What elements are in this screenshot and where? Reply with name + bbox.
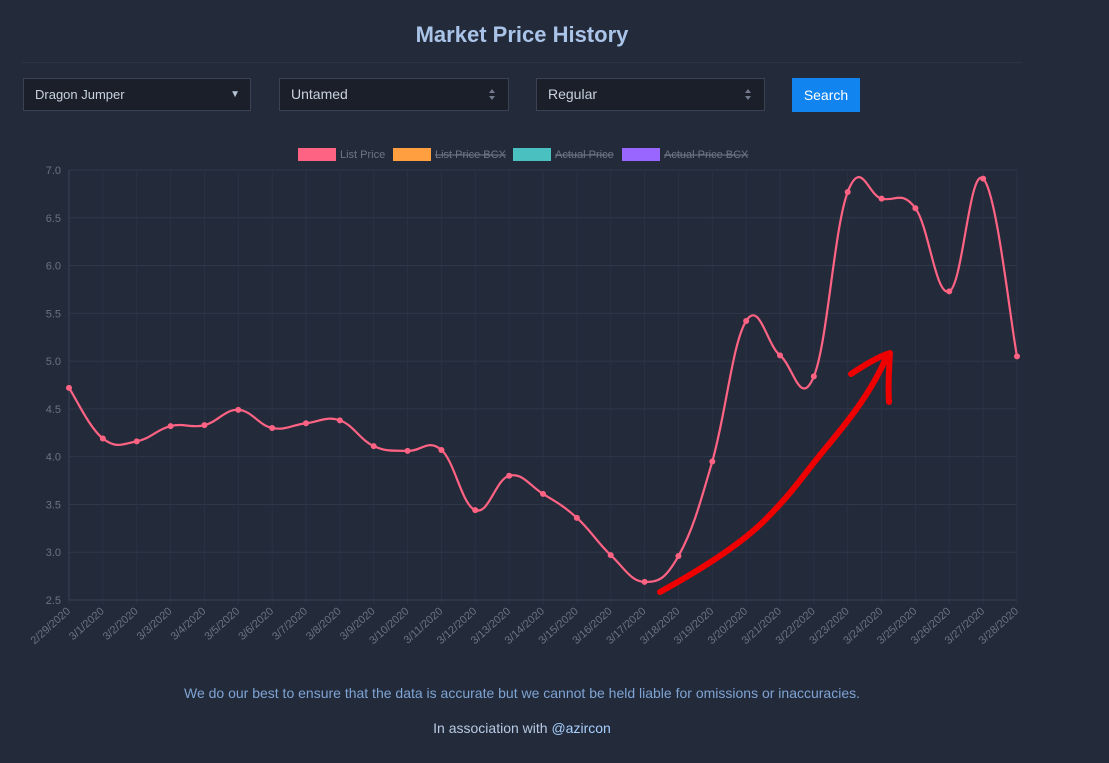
chart-annotation bbox=[657, 350, 893, 595]
data-point bbox=[709, 458, 716, 465]
y-tick-label: 4.5 bbox=[46, 404, 61, 416]
legend-label: List Price BCX bbox=[435, 149, 507, 161]
data-point bbox=[878, 195, 885, 202]
edition-select[interactable]: Untamed bbox=[279, 78, 509, 111]
edition-select-value: Untamed bbox=[291, 86, 348, 102]
data-point bbox=[472, 507, 479, 514]
price-chart: List Price List Price BCX Actual Price Actu… bbox=[29, 148, 1021, 647]
x-tick-label: 2/29/2020 bbox=[29, 605, 73, 647]
foil-select-value: Regular bbox=[548, 86, 598, 102]
data-point bbox=[167, 423, 174, 430]
foil-select[interactable]: Regular bbox=[536, 78, 765, 111]
data-point bbox=[607, 552, 614, 559]
data-point bbox=[235, 406, 242, 413]
data-point bbox=[675, 553, 682, 560]
data-point bbox=[336, 417, 343, 424]
data-point bbox=[743, 317, 750, 324]
azircon-link[interactable]: @azircon bbox=[551, 720, 611, 736]
data-point bbox=[810, 373, 817, 380]
chart-series bbox=[66, 175, 1020, 585]
association-prefix: In association with bbox=[433, 720, 552, 736]
y-tick-label: 7.0 bbox=[46, 165, 61, 177]
data-point bbox=[404, 447, 411, 454]
x-tick-label: 3/2/2020 bbox=[101, 605, 141, 643]
data-point bbox=[66, 384, 72, 391]
data-point bbox=[641, 578, 648, 585]
data-point bbox=[844, 188, 851, 195]
data-point bbox=[303, 420, 309, 427]
y-tick-label: 3.5 bbox=[46, 499, 61, 511]
y-tick-label: 5.5 bbox=[46, 308, 61, 320]
data-point bbox=[946, 288, 953, 295]
data-point bbox=[201, 422, 208, 429]
page-title: Market Price History bbox=[415, 22, 629, 47]
data-point bbox=[912, 205, 919, 212]
chart-axes: 7.06.56.05.55.04.54.03.53.02.52/29/20203… bbox=[29, 165, 1021, 647]
data-point bbox=[269, 425, 276, 431]
chart-grid bbox=[68, 169, 1018, 604]
disclaimer-text: We do our best to ensure that the data i… bbox=[183, 685, 860, 701]
x-tick-label: 3/7/2020 bbox=[270, 605, 310, 643]
caret-down-icon: ▼ bbox=[230, 89, 240, 100]
legend-label: List Price bbox=[340, 149, 385, 161]
association-text: In association with @azircon bbox=[0, 720, 1044, 736]
x-tick-label: 3/5/2020 bbox=[202, 605, 242, 643]
data-point bbox=[506, 472, 513, 479]
search-button[interactable]: Search bbox=[792, 78, 860, 112]
card-select[interactable]: Dragon Jumper ▼ bbox=[23, 78, 251, 111]
chart-legend: List Price List Price BCX Actual Price Actu… bbox=[298, 148, 749, 161]
y-tick-label: 6.0 bbox=[46, 261, 61, 273]
x-tick-label: 3/1/2020 bbox=[67, 605, 107, 643]
data-point bbox=[573, 514, 580, 521]
y-tick-label: 3.0 bbox=[46, 547, 61, 559]
data-point bbox=[540, 490, 546, 497]
legend-swatch bbox=[513, 148, 551, 161]
arrow-shaft bbox=[657, 355, 889, 595]
sort-updown-icon bbox=[745, 88, 753, 102]
header-divider bbox=[22, 62, 1022, 63]
x-tick-label: 3/8/2020 bbox=[304, 605, 344, 643]
data-point bbox=[133, 438, 140, 445]
legend-label: Actual Price BCX bbox=[664, 149, 749, 161]
legend-swatch bbox=[298, 148, 336, 161]
sort-updown-icon bbox=[489, 88, 497, 102]
data-point bbox=[980, 175, 987, 182]
x-tick-label: 3/6/2020 bbox=[236, 605, 276, 643]
y-tick-label: 5.0 bbox=[46, 356, 61, 368]
arrow-head bbox=[848, 350, 893, 405]
legend-swatch bbox=[622, 148, 660, 161]
legend-label: Actual Price bbox=[555, 149, 614, 161]
y-tick-label: 6.5 bbox=[46, 213, 61, 225]
card-select-value: Dragon Jumper bbox=[35, 87, 125, 102]
data-point bbox=[99, 435, 106, 442]
legend-swatch bbox=[393, 148, 431, 161]
y-tick-label: 2.5 bbox=[46, 595, 61, 607]
x-tick-label: 3/3/2020 bbox=[135, 605, 175, 643]
x-tick-label: 3/4/2020 bbox=[169, 605, 209, 643]
y-tick-label: 4.0 bbox=[46, 452, 61, 464]
data-point bbox=[777, 352, 783, 359]
data-point bbox=[1014, 353, 1020, 360]
data-point bbox=[370, 443, 377, 450]
data-point bbox=[438, 446, 445, 453]
